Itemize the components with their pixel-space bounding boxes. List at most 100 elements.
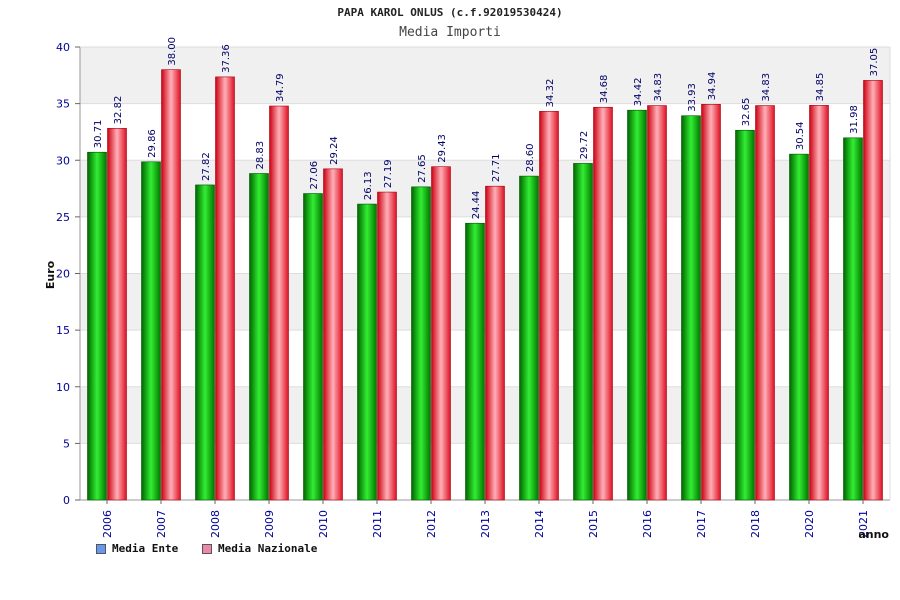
y-tick-label: 5 (63, 437, 70, 450)
legend-swatch-media-ente (96, 543, 106, 554)
y-tick-label: 0 (63, 494, 70, 507)
bar-media-ente (789, 153, 809, 501)
data-label: 27.65 (417, 154, 428, 183)
data-label: 27.71 (491, 154, 502, 183)
data-label: 38.00 (167, 37, 178, 66)
bar-media-nazionale (647, 105, 667, 501)
bar-media-ente (195, 184, 215, 501)
data-label: 27.19 (383, 159, 394, 188)
x-tick-label: 2016 (641, 510, 654, 538)
bar-media-nazionale (809, 105, 829, 501)
bar-media-ente (465, 222, 485, 501)
bar-media-nazionale (215, 76, 235, 501)
grid-band (80, 47, 890, 104)
x-tick-label: 2011 (371, 510, 384, 538)
bar-media-nazionale (161, 69, 181, 501)
bar-media-nazionale (377, 191, 397, 501)
legend-item-media-nazionale: Media Nazionale (202, 542, 317, 555)
x-tick-label: 2015 (587, 510, 600, 538)
x-tick-label: 2010 (317, 510, 330, 538)
bar-media-nazionale (701, 104, 721, 501)
data-label: 27.82 (201, 152, 212, 181)
x-tick-label: 2009 (263, 510, 276, 538)
x-tick-label: 2013 (479, 510, 492, 538)
data-label: 34.32 (545, 79, 556, 108)
y-tick-label: 10 (56, 381, 70, 394)
chart-subtitle: Media Importi (399, 25, 501, 40)
data-label: 28.83 (255, 141, 266, 170)
bar-media-ente (357, 203, 377, 501)
data-label: 30.71 (93, 120, 104, 149)
x-tick-label: 2021 (857, 510, 870, 538)
data-label: 37.36 (221, 44, 232, 73)
x-tick-label: 2007 (155, 510, 168, 538)
legend-swatch-media-nazionale (202, 543, 212, 554)
x-tick-label: 2018 (749, 510, 762, 538)
grid-band (80, 160, 890, 217)
grid-band (80, 386, 890, 444)
data-label: 34.83 (653, 73, 664, 102)
bar-media-ente (303, 193, 323, 501)
bar-media-ente (411, 186, 431, 501)
data-label: 24.44 (471, 191, 482, 220)
data-label: 34.42 (633, 78, 644, 107)
bar-media-ente (681, 115, 701, 501)
data-label: 34.68 (599, 75, 610, 104)
bar-media-ente (735, 129, 755, 501)
y-tick-label: 30 (56, 154, 70, 167)
bar-media-nazionale (539, 111, 559, 501)
y-tick-label: 25 (56, 211, 70, 224)
data-label: 29.86 (147, 129, 158, 158)
bar-media-ente (843, 137, 863, 501)
bar-media-ente (627, 109, 647, 501)
bar-media-nazionale (107, 128, 127, 501)
legend-item-media-ente: Media Ente (96, 542, 178, 555)
y-tick-label: 35 (56, 98, 70, 111)
bar-media-nazionale (755, 105, 775, 501)
x-tick-label: 2008 (209, 510, 222, 538)
data-label: 28.60 (525, 143, 536, 172)
bar-media-ente (141, 161, 161, 501)
y-axis-label: Euro (44, 260, 57, 289)
chart-title: PAPA KAROL ONLUS (c.f.92019530424) (337, 6, 563, 19)
y-tick-label: 20 (56, 268, 70, 281)
y-tick-label: 15 (56, 324, 70, 337)
data-label: 29.24 (329, 136, 340, 165)
grid-band (80, 273, 890, 331)
bar-media-ente (249, 173, 269, 501)
x-axis-label: anno (858, 528, 889, 541)
data-label: 30.54 (795, 121, 806, 150)
data-label: 31.98 (849, 105, 860, 134)
bar-media-nazionale (863, 80, 883, 501)
legend-label-media-nazionale: Media Nazionale (218, 542, 318, 555)
bar-media-nazionale (269, 105, 289, 501)
data-label: 34.83 (761, 73, 772, 102)
x-tick-label: 2012 (425, 510, 438, 538)
bar-media-ente (519, 175, 539, 501)
data-label: 32.65 (741, 98, 752, 127)
bar-media-nazionale (593, 106, 613, 501)
bar-media-ente (87, 151, 107, 501)
x-tick-label: 2020 (803, 510, 816, 538)
data-label: 37.05 (869, 48, 880, 77)
y-tick-label: 40 (56, 41, 70, 54)
data-label: 32.82 (113, 96, 124, 125)
x-tick-label: 2006 (101, 510, 114, 538)
data-label: 27.06 (309, 161, 320, 190)
data-label: 34.79 (275, 73, 286, 102)
x-tick-label: 2014 (533, 510, 546, 538)
data-label: 29.43 (437, 134, 448, 163)
bar-media-nazionale (485, 185, 505, 501)
bar-media-ente (573, 163, 593, 501)
data-label: 34.85 (815, 73, 826, 102)
bar-media-nazionale (431, 166, 451, 501)
bar-media-nazionale (323, 168, 343, 501)
x-tick-label: 2017 (695, 510, 708, 538)
data-label: 29.72 (579, 131, 590, 160)
data-label: 26.13 (363, 171, 374, 200)
data-label: 34.94 (707, 72, 718, 101)
legend-label-media-ente: Media Ente (112, 542, 179, 555)
data-label: 33.93 (687, 83, 698, 112)
